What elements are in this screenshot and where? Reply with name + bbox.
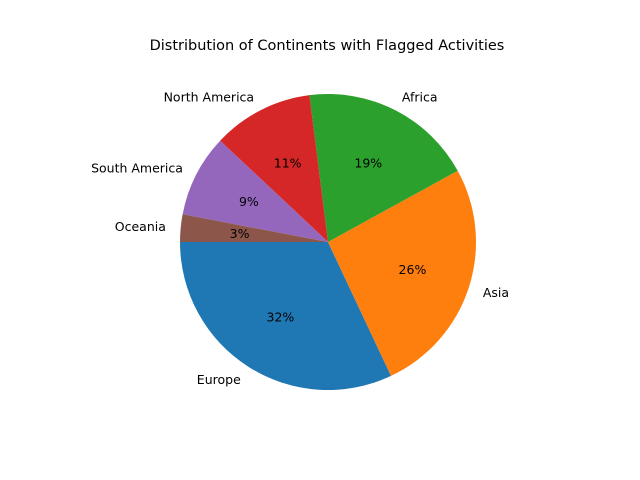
- pie-slice-africa: [309, 94, 458, 242]
- percent-label-south-america: 9%: [239, 194, 259, 209]
- pie-slices: [180, 94, 476, 390]
- percent-label-oceania: 3%: [230, 226, 250, 241]
- pie-slice-north-america: [220, 95, 328, 242]
- percent-label-europe: 32%: [267, 309, 295, 324]
- pie-slice-oceania: [180, 214, 328, 242]
- slice-label-north-america: North America: [164, 89, 255, 104]
- pie-labels: Europe 32% Asia 26% Africa 19% North America 11…: [91, 89, 509, 387]
- percent-label-africa: 19%: [354, 155, 382, 170]
- slice-label-europe: Europe: [197, 372, 241, 387]
- pie-slice-asia: [328, 170, 476, 376]
- slice-label-asia: Asia: [483, 285, 509, 300]
- slice-label-oceania: Oceania: [115, 219, 166, 234]
- slice-label-south-america: South America: [91, 161, 183, 176]
- chart-title: Distribution of Continents with Flagged …: [150, 38, 505, 54]
- slice-label-africa: Africa: [402, 89, 438, 104]
- percent-label-north-america: 11%: [274, 155, 302, 170]
- pie-slice-europe: [180, 242, 392, 390]
- pie-slice-south-america: [182, 140, 328, 242]
- percent-label-asia: 26%: [399, 262, 427, 277]
